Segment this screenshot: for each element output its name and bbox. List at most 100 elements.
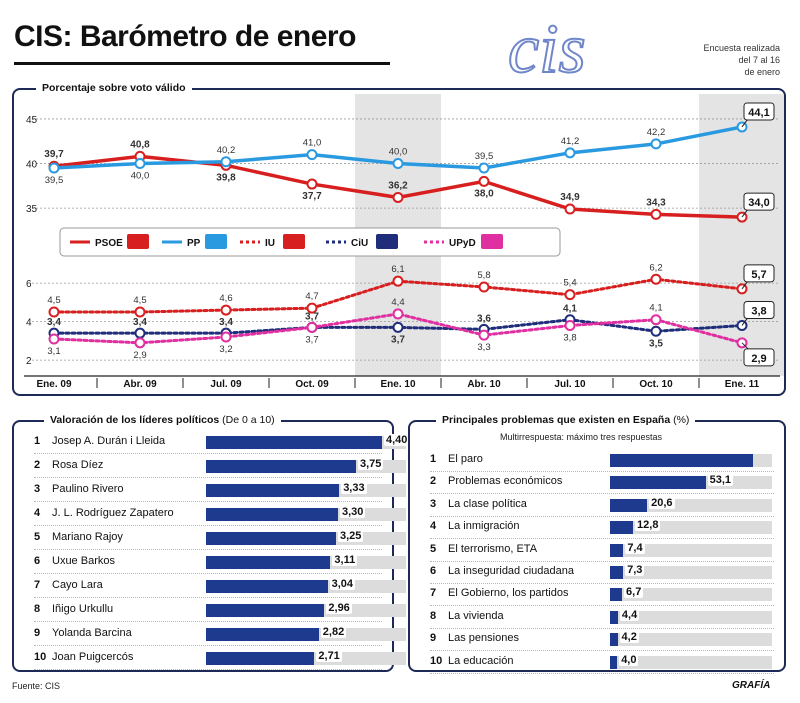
point-psoe-abr-10 xyxy=(478,175,490,187)
data-label-pp-ene-10: 40,0 xyxy=(389,147,408,158)
legend-party-logo-upyd xyxy=(481,234,503,249)
data-label-upyd-ene-10: 4,4 xyxy=(391,297,404,308)
cis-logo: cis xyxy=(507,10,587,89)
data-label-iu-oct-10: 6,2 xyxy=(649,262,662,273)
point-psoe-oct-09 xyxy=(306,178,318,190)
data-label-iu-ene-09: 4,5 xyxy=(47,295,60,306)
rank-number: 8 xyxy=(430,609,437,622)
lower-y-tick-label: 2 xyxy=(26,356,32,367)
bar-value-label: 2,96 xyxy=(326,602,352,614)
bar-value-label: 3,30 xyxy=(340,506,366,518)
vote-share-title: Porcentaje sobre voto válido xyxy=(36,82,192,94)
list-item: 9 Las pensiones 4,2 xyxy=(410,627,784,652)
label-box-upyd xyxy=(743,348,775,367)
point-ciu-ene-10 xyxy=(392,321,404,333)
bar xyxy=(610,498,648,512)
point-upyd-abr-10 xyxy=(478,329,490,341)
category-label: Las pensiones xyxy=(448,632,519,645)
point-iu-oct-10 xyxy=(650,273,662,285)
bar-value-label: 6,7 xyxy=(624,586,644,599)
point-upyd-oct-10 xyxy=(650,314,662,326)
point-iu-abr-09 xyxy=(134,306,146,318)
data-label-ciu-abr-09: 3,4 xyxy=(133,317,147,328)
rank-number: 2 xyxy=(34,459,41,471)
point-psoe-oct-10 xyxy=(650,208,662,220)
list-item: 6 Uxue Barkos 3,11 xyxy=(14,550,406,574)
data-label-ciu-oct-09: 3,7 xyxy=(305,311,319,322)
data-label-psoe-jul-10: 34,9 xyxy=(560,192,580,203)
rank-number: 2 xyxy=(430,475,437,488)
x-tick-label-ene-10: Ene. 10 xyxy=(380,379,415,390)
point-pp-jul-10 xyxy=(564,147,576,159)
bar-value-label: 4,4 xyxy=(619,608,640,621)
category-label: Paulino Rivero xyxy=(52,483,124,495)
data-label-ciu-ene-11: 3,8 xyxy=(751,305,766,317)
bar-value-label: 3,33 xyxy=(341,482,367,494)
legend-label-pp: PP xyxy=(187,238,201,249)
leaders-rating-title: Valoración de los líderes políticos (De … xyxy=(44,414,281,426)
data-label-ciu-oct-10: 3,5 xyxy=(649,338,663,349)
data-label-pp-oct-10: 42,2 xyxy=(647,127,666,138)
data-label-iu-abr-09: 4,5 xyxy=(133,295,146,306)
legend-label-upyd: UPyD xyxy=(449,238,476,249)
data-label-upyd-oct-09: 3,7 xyxy=(305,334,318,345)
bar xyxy=(206,556,331,569)
category-label: Cayo Lara xyxy=(52,579,103,591)
data-label-psoe-ene-11: 34,0 xyxy=(748,197,769,209)
data-label-pp-jul-10: 41,2 xyxy=(561,136,580,147)
source-note: Fuente: CIS xyxy=(12,681,61,691)
row-divider xyxy=(34,669,382,670)
legend-label-psoe: PSOE xyxy=(95,238,123,249)
point-pp-oct-10 xyxy=(650,138,662,150)
point-pp-abr-10 xyxy=(478,162,490,174)
data-label-pp-abr-10: 39,5 xyxy=(475,151,494,162)
data-label-upyd-oct-10: 4,1 xyxy=(649,303,662,314)
bar xyxy=(206,604,325,617)
data-label-upyd-ene-09: 3,1 xyxy=(47,346,60,357)
row-divider xyxy=(430,672,774,674)
rank-number: 6 xyxy=(430,565,437,577)
bar xyxy=(206,628,319,641)
row-divider xyxy=(34,549,382,550)
bar xyxy=(610,476,706,490)
row-divider xyxy=(34,621,382,622)
bar-value-label: 12,8 xyxy=(635,519,661,532)
data-label-iu-jul-09: 4,6 xyxy=(219,293,232,304)
bar-value-label: 3,04 xyxy=(329,578,356,590)
list-item: 1 Josep A. Durán i Lleida 4,40 xyxy=(14,430,410,454)
legend-party-logo-psoe xyxy=(127,234,149,249)
data-label-ciu-jul-09: 3,4 xyxy=(219,317,233,328)
cis-logo-text: cis xyxy=(508,11,586,88)
category-label: Rosa Díez xyxy=(52,459,104,471)
shaded-column-ene-11 xyxy=(699,94,784,376)
x-tick-label-ene-11: Ene. 11 xyxy=(725,379,760,390)
bar-value-label: 2,71 xyxy=(316,650,342,662)
row-divider xyxy=(430,583,774,584)
category-label: La educación xyxy=(448,654,514,667)
row-divider xyxy=(34,525,382,526)
legend-party-logo-ciu xyxy=(376,234,398,249)
point-iu-ene-10 xyxy=(392,275,404,287)
data-label-upyd-jul-09: 3,2 xyxy=(219,344,232,355)
lower-y-tick-label: 4 xyxy=(26,318,32,329)
data-label-upyd-abr-09: 2,9 xyxy=(133,350,146,361)
bar-value-label: 4,0 xyxy=(619,653,639,666)
list-item: 10 Joan Puigcercós 2,71 xyxy=(14,646,406,670)
bar-value-label: 3,75 xyxy=(358,458,384,470)
data-label-ciu-jul-10: 4,1 xyxy=(563,304,577,315)
row-divider xyxy=(430,560,774,562)
row-divider xyxy=(34,501,382,502)
list-item: 8 Iñigo Urkullu 2,96 xyxy=(14,598,406,622)
list-item: 4 J. L. Rodríguez Zapatero 3,30 xyxy=(14,502,406,526)
row-divider xyxy=(430,627,774,629)
row-divider xyxy=(430,493,774,495)
row-divider xyxy=(430,605,774,607)
label-box-pp xyxy=(743,102,775,121)
bar xyxy=(610,454,753,467)
survey-note-line-3: de enero xyxy=(744,67,780,77)
leaders-rating-title-scale: (De 0 a 10) xyxy=(222,414,275,426)
list-item: 3 Paulino Rivero 3,33 xyxy=(14,478,406,502)
page-title: CIS: Barómetro de enero xyxy=(14,20,356,53)
x-tick-label-oct-09: Oct. 09 xyxy=(295,379,329,390)
data-label-ciu-ene-10: 3,7 xyxy=(391,334,405,345)
